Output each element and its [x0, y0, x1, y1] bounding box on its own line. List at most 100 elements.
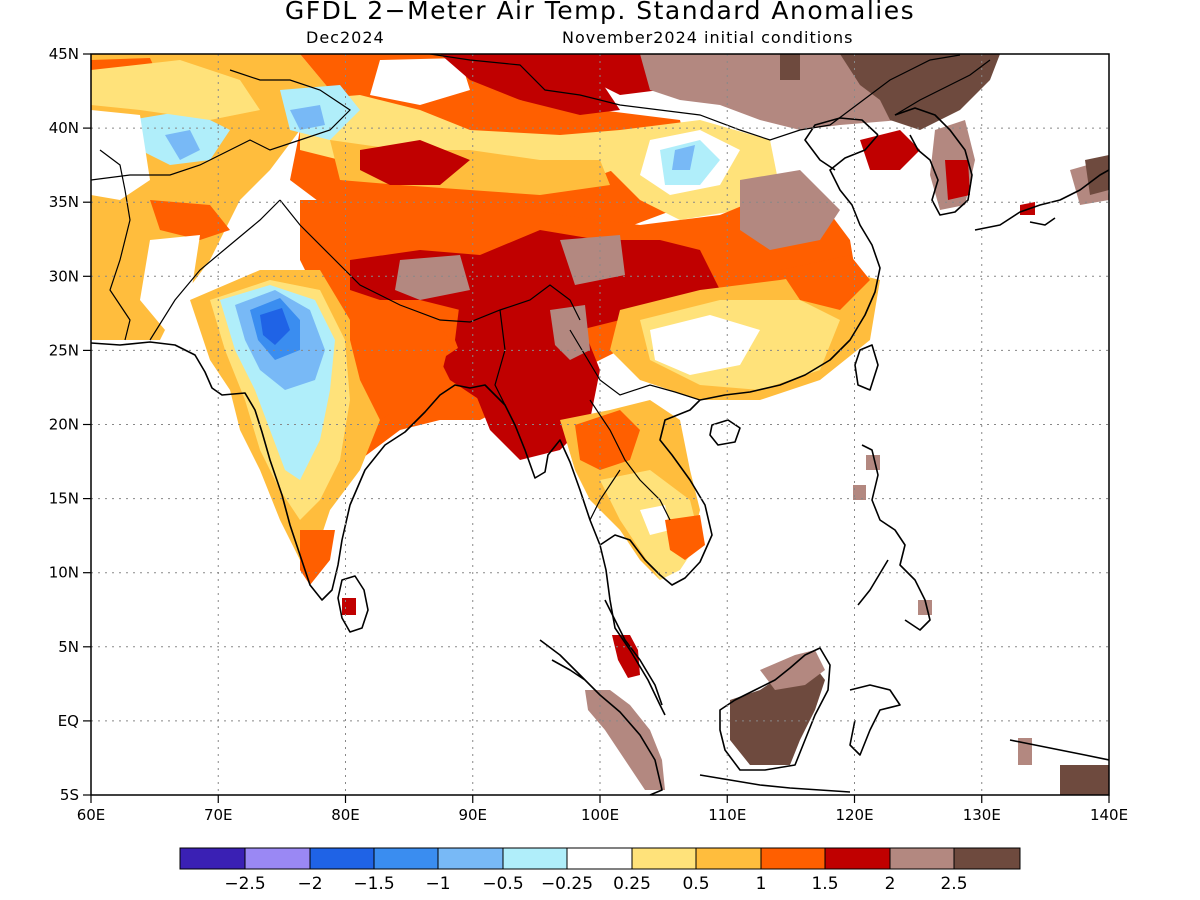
anomaly-region-west-dark: [150, 200, 230, 240]
colorbar-swatch: [503, 848, 567, 869]
xtick-label: 70E: [204, 806, 233, 824]
colorbar-swatch: [632, 848, 696, 869]
anomaly-region-tarim-blue-2: [290, 105, 325, 130]
coastline-taiwan: [854, 344, 879, 391]
colorbar-dividers: [179, 847, 1021, 870]
ytick-label: 30N: [49, 267, 79, 285]
anomaly-region-phil-2: [853, 485, 866, 500]
anomaly-region-indochina-white: [640, 505, 670, 535]
colorbar-swatch: [954, 848, 1020, 869]
y-tick-labels: 45N 40N 35N 30N 25N 20N 15N 10N 5N EQ 5S: [49, 45, 79, 804]
anomaly-region-ne-red: [860, 130, 920, 170]
anomaly-region-white-2: [140, 235, 200, 330]
anomaly-region-sumatra-brown: [585, 690, 665, 790]
ytick-label: EQ: [58, 712, 79, 730]
anomaly-region-east-india-orange: [350, 300, 450, 420]
colorbar-label: −2: [297, 874, 322, 894]
ytick-label: 40N: [49, 119, 79, 137]
border-india-pakistan: [149, 199, 281, 341]
valid-month: Dec2024: [306, 28, 385, 47]
colorbar-label: −1: [425, 874, 450, 894]
colorbar-swatch: [696, 848, 761, 869]
coastline-java: [699, 774, 851, 793]
country-borders: [91, 54, 991, 521]
anomaly-region-tarim-white: [370, 58, 470, 105]
xtick-label: 100E: [581, 806, 619, 824]
colorbar-swatch: [310, 848, 374, 869]
border-myanmar: [494, 309, 506, 406]
colorbar-label: 2: [885, 874, 896, 894]
anomaly-region-east-orange: [780, 255, 870, 310]
xtick-label: 60E: [77, 806, 106, 824]
tick-marks: [83, 53, 1110, 803]
border-korea-china: [894, 59, 991, 116]
anomaly-region-japan-dark: [1085, 155, 1109, 195]
border-mongolia: [429, 54, 961, 141]
colorbar-labels: −2.5 −2 −1.5 −1 −0.5 −0.25 0.25 0.5 1 1.…: [224, 874, 967, 894]
colorbar: −2.5 −2 −1.5 −1 −0.5 −0.25 0.25 0.5 1 1.…: [179, 847, 1021, 894]
border-central-asia: [91, 69, 351, 181]
anomaly-region-korea-red: [945, 160, 970, 200]
colorbar-label: 1: [756, 874, 767, 894]
anomaly-region-tibet-brown-2: [560, 235, 625, 285]
xtick-label: 140E: [1090, 806, 1128, 824]
anomaly-region-tibet-brown: [395, 255, 470, 300]
anomaly-region-newguinea-dark: [1060, 765, 1109, 795]
colorbar-frame: [179, 847, 1021, 870]
anomaly-region-ne-white: [815, 125, 880, 175]
anomaly-region-mongolia-dark: [840, 54, 1000, 130]
colorbar-label: 1.5: [811, 874, 838, 894]
ytick-label: 25N: [49, 341, 79, 359]
anomaly-region-mongolia-dark-2: [780, 54, 800, 80]
anomaly-region-red-1: [440, 54, 620, 115]
ytick-label: 20N: [49, 416, 79, 434]
ytick-label: 5S: [60, 786, 79, 804]
anomaly-region-srilanka: [342, 598, 356, 615]
anomaly-region-borneo-dark: [730, 660, 825, 765]
colorbar-swatch: [825, 848, 890, 869]
map-title: GFDL 2−Meter Air Temp. Standard Anomalie…: [284, 0, 916, 25]
anomaly-region-maluku: [1018, 738, 1032, 765]
coastline-malay: [604, 599, 663, 706]
anomaly-region-vietnam-orange: [665, 515, 705, 560]
border-indochina-inner: [589, 399, 671, 521]
anomaly-region-afghan-blue-2: [165, 130, 200, 160]
init-conditions: November2024 initial conditions: [562, 28, 854, 47]
colorbar-swatch: [245, 848, 310, 869]
colorbar-label: −1.5: [353, 874, 394, 894]
anomaly-region-southchina-white: [650, 315, 760, 375]
colorbar-swatch: [374, 848, 438, 869]
ytick-label: 5N: [58, 638, 79, 656]
coastline-sulawesi: [849, 684, 901, 756]
coastline-indochina: [599, 399, 713, 586]
anomaly-fields: [91, 54, 1109, 795]
colorbar-label: 0.5: [682, 874, 709, 894]
colorbar-label: 0.25: [613, 874, 651, 894]
border-china-indochina: [569, 329, 701, 401]
colorbar-swatch: [761, 848, 825, 869]
anomaly-region-india-tip: [300, 530, 335, 585]
colorbar-swatch: [180, 848, 245, 869]
colorbar-swatch: [438, 848, 503, 869]
ytick-label: 10N: [49, 564, 79, 582]
anomaly-region-malay-red: [612, 635, 640, 678]
colorbar-swatch: [567, 848, 632, 869]
xtick-label: 90E: [458, 806, 487, 824]
coastline-hainan: [709, 419, 741, 446]
xtick-label: 130E: [963, 806, 1001, 824]
anomaly-region-qaidam-blue-2: [672, 145, 695, 170]
coastline-philippines: [857, 444, 931, 631]
anomaly-region-japan-red: [1020, 202, 1035, 215]
anomaly-region-white-1: [91, 110, 150, 200]
xtick-label: 80E: [331, 806, 360, 824]
colorbar-label: 2.5: [940, 874, 967, 894]
grid: [91, 54, 1109, 795]
border-afghan-iran: [99, 149, 131, 341]
xtick-label: 110E: [708, 806, 746, 824]
anomaly-region-red-2: [560, 54, 660, 95]
ytick-label: 15N: [49, 490, 79, 508]
colorbar-label: −0.5: [482, 874, 523, 894]
coastline-srilanka: [337, 575, 369, 633]
border-himalaya: [279, 199, 581, 323]
